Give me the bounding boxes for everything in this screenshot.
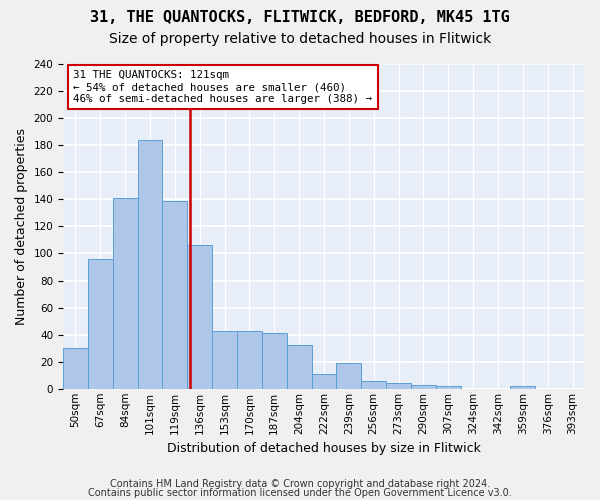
X-axis label: Distribution of detached houses by size in Flitwick: Distribution of detached houses by size … — [167, 442, 481, 455]
Y-axis label: Number of detached properties: Number of detached properties — [15, 128, 28, 325]
Bar — [88, 259, 113, 389]
Bar — [113, 198, 137, 389]
Bar — [436, 386, 461, 389]
Text: 31, THE QUANTOCKS, FLITWICK, BEDFORD, MK45 1TG: 31, THE QUANTOCKS, FLITWICK, BEDFORD, MK… — [90, 10, 510, 25]
Bar — [262, 334, 287, 389]
Bar — [163, 200, 187, 389]
Text: Contains HM Land Registry data © Crown copyright and database right 2024.: Contains HM Land Registry data © Crown c… — [110, 479, 490, 489]
Bar — [511, 386, 535, 389]
Bar — [212, 330, 237, 389]
Bar — [411, 384, 436, 389]
Bar — [237, 330, 262, 389]
Bar — [287, 346, 311, 389]
Bar — [187, 246, 212, 389]
Text: Size of property relative to detached houses in Flitwick: Size of property relative to detached ho… — [109, 32, 491, 46]
Bar — [361, 380, 386, 389]
Text: 31 THE QUANTOCKS: 121sqm
← 54% of detached houses are smaller (460)
46% of semi-: 31 THE QUANTOCKS: 121sqm ← 54% of detach… — [73, 70, 373, 104]
Bar — [137, 140, 163, 389]
Text: Contains public sector information licensed under the Open Government Licence v3: Contains public sector information licen… — [88, 488, 512, 498]
Bar — [337, 363, 361, 389]
Bar — [386, 384, 411, 389]
Bar — [311, 374, 337, 389]
Bar — [63, 348, 88, 389]
